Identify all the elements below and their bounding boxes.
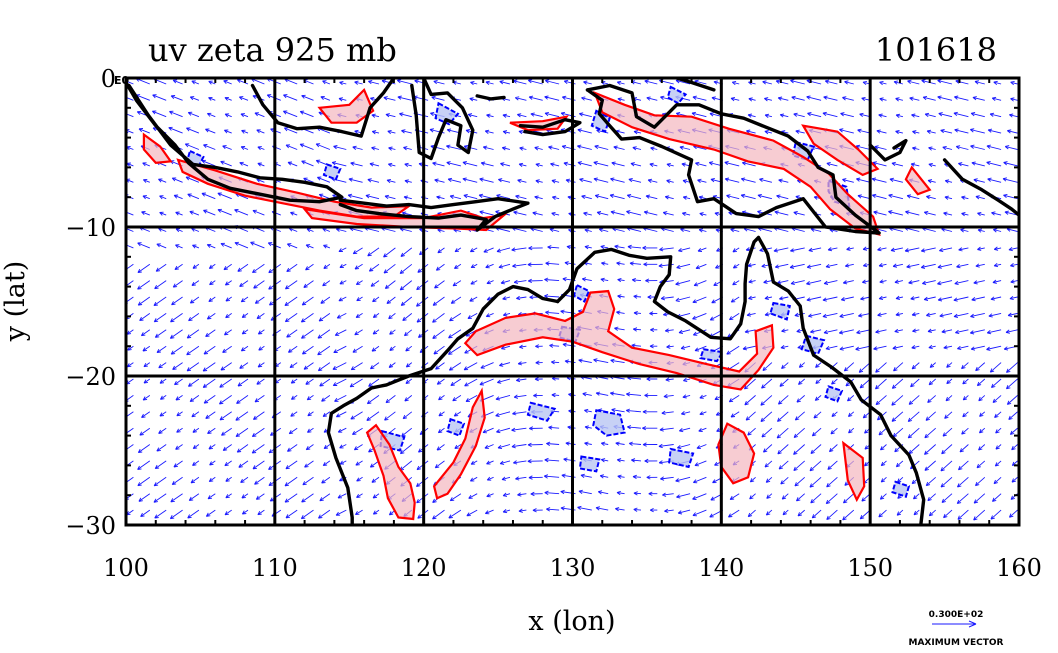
negative-vorticity-contour	[666, 85, 688, 105]
coastline	[555, 235, 926, 525]
coastline	[585, 83, 881, 235]
y-tick-label: 0	[101, 65, 116, 93]
coastline	[338, 197, 530, 232]
negative-vorticity-contour	[434, 101, 460, 126]
positive-vorticity-contour	[432, 387, 486, 500]
coastline	[126, 80, 344, 204]
negative-vorticity-contour	[526, 401, 557, 422]
date-label: 101618	[875, 31, 997, 69]
x-tick-label: 120	[401, 554, 447, 582]
axis-ticks	[125, 77, 1020, 526]
x-tick-label: 150	[847, 554, 893, 582]
y-tick-label: −20	[65, 363, 116, 391]
negative-vorticity-contour	[592, 409, 626, 437]
vector-legend-arrowhead	[968, 620, 977, 628]
wind-vectors	[126, 78, 1018, 521]
negative-vorticity-contour	[446, 417, 466, 437]
vector-legend-value: 0.300E+02	[929, 610, 984, 620]
negative-vorticity-contour	[699, 348, 725, 363]
negative-vorticity-contour	[572, 283, 591, 303]
negative-vorticity-contour	[891, 480, 911, 498]
positive-vorticity-contour	[365, 423, 416, 521]
positive-vorticity-contour	[717, 422, 756, 485]
x-tick-label: 100	[103, 554, 149, 582]
coastline	[475, 94, 506, 101]
negative-vorticity-contour	[824, 385, 844, 403]
map-plot-area	[126, 78, 1019, 525]
y-tick-label: −30	[65, 512, 116, 540]
coastline	[410, 78, 475, 161]
positive-vorticity-contours	[142, 87, 932, 521]
coastline	[250, 78, 396, 138]
positive-vorticity-contour	[317, 87, 375, 124]
coastlines	[126, 78, 1019, 525]
positive-vorticity-contour	[463, 289, 775, 391]
negative-vorticity-contour	[769, 301, 792, 321]
map-title: uv zeta 925 mb	[148, 31, 397, 69]
vector-legend-caption: MAXIMUM VECTOR	[908, 638, 1003, 648]
coastline	[675, 78, 716, 92]
wind-vector-field	[126, 78, 1018, 521]
coastline	[868, 138, 908, 162]
x-tick-labels: 100 110 120 130 140 150 160	[103, 554, 1042, 582]
lat-lon-gridlines	[126, 78, 1019, 525]
y-tick-label: −10	[65, 214, 116, 242]
x-tick-label: 130	[550, 554, 596, 582]
x-tick-label: 140	[698, 554, 744, 582]
positive-vorticity-contour	[842, 440, 866, 503]
coastline	[942, 158, 1019, 217]
x-axis-label: x (lon)	[528, 606, 615, 637]
negative-vorticity-contour	[590, 109, 611, 133]
negative-vorticity-contour	[578, 455, 601, 473]
negative-vorticity-contour	[668, 447, 695, 469]
positive-vorticity-contour	[904, 165, 932, 196]
coastline	[518, 118, 582, 137]
x-tick-label: 110	[252, 554, 298, 582]
positive-vorticity-contour	[142, 132, 173, 165]
x-tick-label: 160	[996, 554, 1042, 582]
vector-legend: 0.300E+02 MAXIMUM VECTOR	[908, 610, 1003, 648]
y-axis-label: y (lat)	[0, 261, 31, 343]
corner-label: E0	[114, 74, 130, 87]
negative-vorticity-contour	[322, 163, 342, 181]
y-tick-labels: 0 −10 −20 −30	[65, 65, 116, 540]
